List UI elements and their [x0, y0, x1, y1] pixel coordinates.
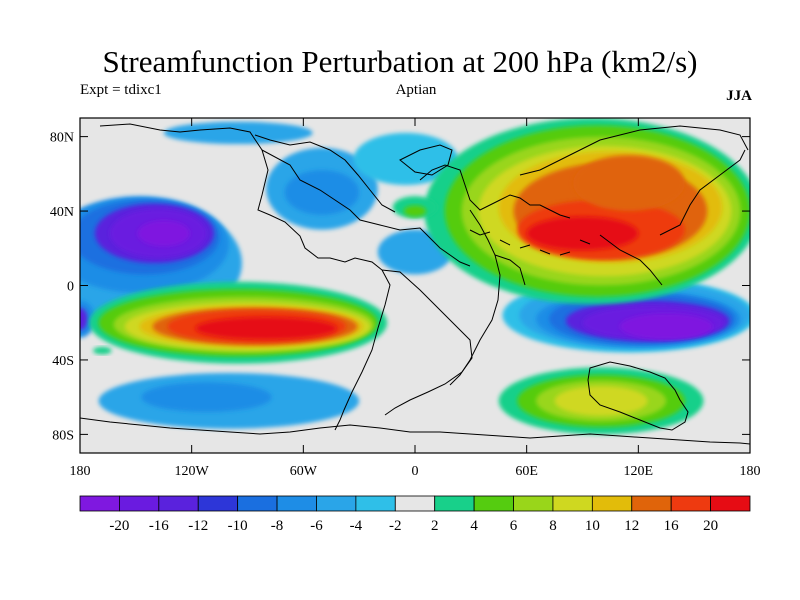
coastline-south-america: [334, 269, 473, 431]
colorbar-swatch: [631, 495, 672, 512]
x-axis: 180 120W 60W 0 60E 120E 180: [70, 118, 761, 479]
x-tick-label: 60E: [515, 464, 538, 479]
x-tick-label: 120W: [175, 464, 210, 479]
chart-title: Streamfunction Perturbation at 200 hPa (…: [102, 44, 698, 79]
colorbar-swatch: [473, 495, 514, 512]
colorbar-swatch: [670, 495, 711, 512]
x-tick-label: 60W: [290, 464, 318, 479]
contour-region-45: [403, 205, 427, 217]
colorbar-label: -8: [271, 518, 284, 534]
colorbar-swatch: [158, 495, 199, 512]
colorbar-label: 8: [549, 518, 557, 534]
colorbar-swatch: [355, 495, 396, 512]
contour-region-43: [554, 386, 648, 416]
colorbar-label: -2: [389, 518, 402, 534]
colorbar-label: 10: [585, 518, 600, 534]
x-tick-label: 180: [70, 464, 91, 479]
colorbar-swatch: [79, 495, 120, 512]
colorbar-label: 4: [470, 518, 478, 534]
coastline-africa: [449, 209, 526, 386]
colorbar-swatch: [591, 495, 633, 512]
colorbar-label: -16: [149, 518, 169, 534]
coastline-north-america-arctic: [254, 134, 396, 213]
coastline-north-america-east: [261, 149, 471, 267]
contour-region-5: [137, 220, 190, 247]
coastline-australia: [587, 361, 689, 431]
x-tick-label: 180: [740, 464, 761, 479]
colorbar: -20 -16 -12 -10 -8 -6 -4 -2 2 4 6 8 10 12 16 20: [79, 495, 751, 534]
colorbar-swatch: [710, 495, 751, 512]
colorbar-swatch: [197, 495, 239, 512]
contour-region-20: [353, 132, 458, 185]
experiment-label: Expt = tdixc1: [80, 82, 162, 98]
colorbar-label: -4: [350, 518, 363, 534]
contour-region-39: [573, 155, 685, 212]
contour-region-19: [619, 313, 713, 340]
colorbar-label: -10: [228, 518, 248, 534]
contour-region-29: [195, 317, 337, 340]
colorbar-swatch: [513, 495, 554, 512]
y-tick-label: 40S: [52, 354, 74, 369]
contour-region-12: [80, 307, 88, 331]
coastline-asia: [519, 125, 749, 286]
colorbar-swatch: [276, 495, 317, 512]
colorbar-swatch: [316, 495, 357, 512]
colorbar-swatch: [394, 495, 436, 512]
contour-region-38: [526, 216, 639, 251]
colorbar-label: 2: [431, 518, 439, 534]
x-tick-label: 120E: [624, 464, 654, 479]
colorbar-label: -12: [188, 518, 208, 534]
colorbar-swatch: [552, 495, 593, 512]
coastline-north-america: [99, 123, 383, 271]
streamfunction-field: [80, 118, 750, 435]
y-axis: 80N 40N 0 40S 80S: [50, 131, 750, 443]
y-tick-label: 0: [67, 280, 74, 295]
coastline-europe: [419, 164, 571, 219]
coastline-east-asia-islands: [469, 229, 591, 256]
colorbar-label: 16: [664, 518, 680, 534]
coastlines: [80, 123, 750, 445]
colorbar-label: 6: [510, 518, 518, 534]
colorbar-label: 12: [624, 518, 639, 534]
period-label: Aptian: [395, 82, 437, 98]
season-label: JJA: [726, 88, 752, 104]
colorbar-swatch: [237, 495, 278, 512]
colorbar-label: 20: [703, 518, 718, 534]
contour-region-30: [93, 346, 112, 355]
coastline-antarctica: [80, 417, 750, 445]
y-tick-label: 40N: [50, 205, 74, 220]
y-tick-label: 80N: [50, 131, 74, 146]
contour-region-10: [141, 382, 272, 413]
colorbar-label: -20: [109, 518, 129, 534]
colorbar-label: -6: [310, 518, 323, 534]
colorbar-swatch: [434, 495, 475, 512]
x-tick-label: 0: [412, 464, 419, 479]
contour-region-21: [163, 121, 313, 145]
coastline-greenland: [399, 144, 453, 176]
y-tick-label: 80S: [52, 428, 74, 443]
colorbar-swatch: [119, 495, 160, 512]
